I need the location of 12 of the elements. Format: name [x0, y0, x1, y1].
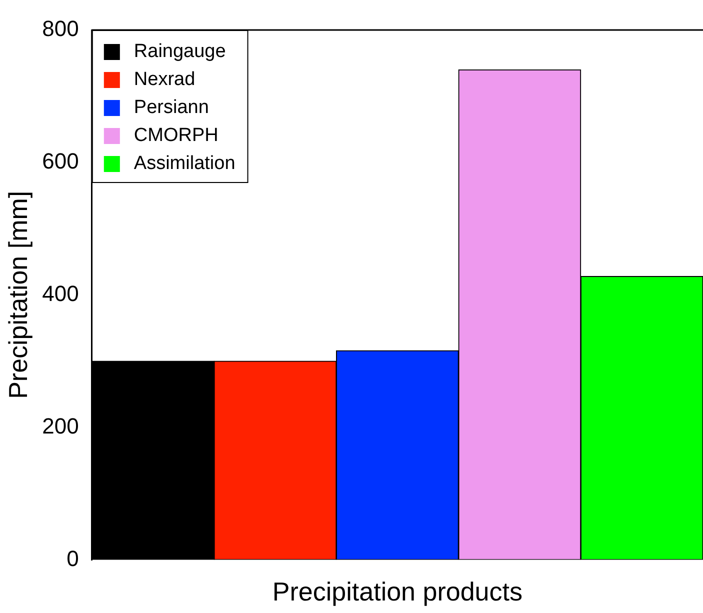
legend-label: Raingauge — [134, 41, 226, 62]
legend-label: Nexrad — [134, 69, 196, 90]
y-tick-label: 400 — [42, 280, 79, 306]
y-tick-label: 800 — [42, 16, 79, 42]
legend-label: Assimilation — [134, 153, 236, 174]
legend-label: CMORPH — [134, 125, 218, 146]
y-tick-label: 600 — [42, 148, 79, 174]
x-axis-title: Precipitation products — [272, 576, 522, 607]
legend-label: Persiann — [134, 97, 209, 118]
y-axis-title: Precipitation [mm] — [2, 190, 33, 399]
y-tick-label: 0 — [66, 546, 79, 571]
y-tick-label: 200 — [42, 413, 79, 438]
